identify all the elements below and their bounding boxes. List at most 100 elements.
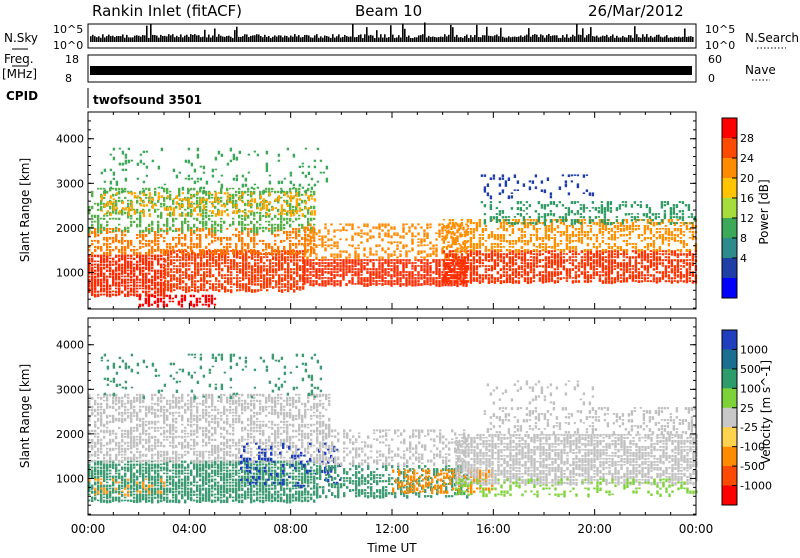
colorbar-swatch <box>722 330 737 350</box>
nsky-bar <box>336 36 338 42</box>
nsky-bar <box>412 38 414 42</box>
nsky-bar <box>386 38 388 42</box>
nsky-bar <box>384 34 386 42</box>
nsky-bar <box>362 38 364 42</box>
nsky-bar <box>156 36 158 42</box>
colorbar-tick-label: -25 <box>740 421 758 434</box>
power-colorbar-label: Power [dB] <box>757 179 771 244</box>
nsky-bar <box>460 37 462 42</box>
nsky-bar <box>348 37 350 42</box>
nsky-bar <box>276 37 278 42</box>
power-region-5 <box>101 148 328 194</box>
nsky-bar <box>312 38 314 42</box>
nsky-bar <box>500 28 502 42</box>
nsky-bar <box>108 35 110 42</box>
nsky-bar <box>560 38 562 42</box>
nsky-tick-top: 10^5 <box>53 23 83 36</box>
velocity-region-2 <box>88 394 330 464</box>
freq-trace <box>90 66 692 75</box>
nsky-bar <box>506 38 508 42</box>
nsky-bar <box>110 36 112 42</box>
nsky-bar <box>690 36 692 42</box>
ytick-label: 2000 <box>56 222 84 235</box>
nsky-bar <box>266 37 268 42</box>
power-region-0 <box>88 255 165 298</box>
nsky-bar <box>254 35 256 42</box>
nsky-bar <box>418 35 420 42</box>
nsky-bar <box>278 35 280 42</box>
nsky-bar <box>682 37 684 42</box>
nsky-bar <box>122 34 124 42</box>
nsky-bar <box>366 27 368 42</box>
nsky-bar <box>284 36 286 42</box>
nsky-bar <box>304 35 306 42</box>
nsky-bar <box>364 34 366 42</box>
power-region-1 <box>164 250 304 293</box>
nsky-bar <box>426 37 428 42</box>
nsky-bar <box>628 35 630 42</box>
nsky-bar <box>322 38 324 42</box>
nsky-bar <box>622 36 624 42</box>
date-title: 26/Mar/2012 <box>588 2 684 20</box>
nsky-bar <box>586 35 588 42</box>
nsky-bar <box>320 36 322 42</box>
nsky-bar <box>350 37 352 43</box>
nsky-bar <box>680 37 682 42</box>
colorbar-swatch <box>722 466 737 486</box>
nsky-bar <box>612 34 614 42</box>
nsky-bar <box>306 35 308 42</box>
nsky-bar <box>114 37 116 42</box>
nsky-bar <box>298 35 300 42</box>
nsky-bar <box>258 35 260 43</box>
nsky-bar <box>668 38 670 42</box>
nsky-bar <box>332 34 334 42</box>
nsky-bar <box>474 35 476 42</box>
power-region-8 <box>443 250 697 284</box>
nsky-bar <box>618 38 620 43</box>
ytick-label: 4000 <box>56 133 84 146</box>
nsky-bar <box>380 34 382 42</box>
nsky-bar <box>164 36 166 42</box>
nsky-bar <box>638 37 640 42</box>
nsky-bar <box>632 38 634 42</box>
nsky-bar <box>290 36 292 43</box>
nsky-bar <box>524 36 526 42</box>
nsky-bar <box>328 37 330 42</box>
nsky-bar <box>662 37 664 42</box>
nsky-bar <box>222 37 224 43</box>
nsky-bar <box>630 35 632 42</box>
nsky-bar <box>674 37 676 42</box>
nsky-bar <box>488 36 490 42</box>
nsky-bar <box>128 37 130 42</box>
nsky-bar <box>106 36 108 42</box>
nsky-bar <box>396 37 398 42</box>
nsky-bar <box>570 37 572 42</box>
nsky-bar <box>626 38 628 43</box>
nsky-bar <box>472 37 474 42</box>
nsky-bar <box>394 38 396 42</box>
xtick-label: 00:00 <box>679 522 714 536</box>
nsky-bar <box>660 37 662 42</box>
nsky-bar <box>656 35 658 42</box>
nsky-bar <box>144 35 146 42</box>
nsky-bar <box>352 24 354 42</box>
nsky-bar <box>482 35 484 42</box>
nsky-bar <box>448 35 450 42</box>
colorbar-tick-label: -1000 <box>740 480 772 493</box>
nsky-bar <box>476 25 478 42</box>
nsky-bar <box>286 36 288 42</box>
ytick-label: 2000 <box>56 428 84 441</box>
nsky-bar <box>338 34 340 42</box>
nsky-bar <box>568 38 570 42</box>
cpid-label: CPID <box>6 89 38 103</box>
nsky-bar <box>536 35 538 42</box>
nsky-bar <box>282 37 284 42</box>
nsky-bar <box>228 36 230 42</box>
nsky-bar <box>172 34 174 42</box>
nsky-bar <box>244 34 246 42</box>
nsky-bar <box>210 38 212 43</box>
colorbar-tick-label: 100 <box>740 382 761 395</box>
xtick-label: 04:00 <box>172 522 207 536</box>
nave-label: Nave <box>745 63 776 77</box>
